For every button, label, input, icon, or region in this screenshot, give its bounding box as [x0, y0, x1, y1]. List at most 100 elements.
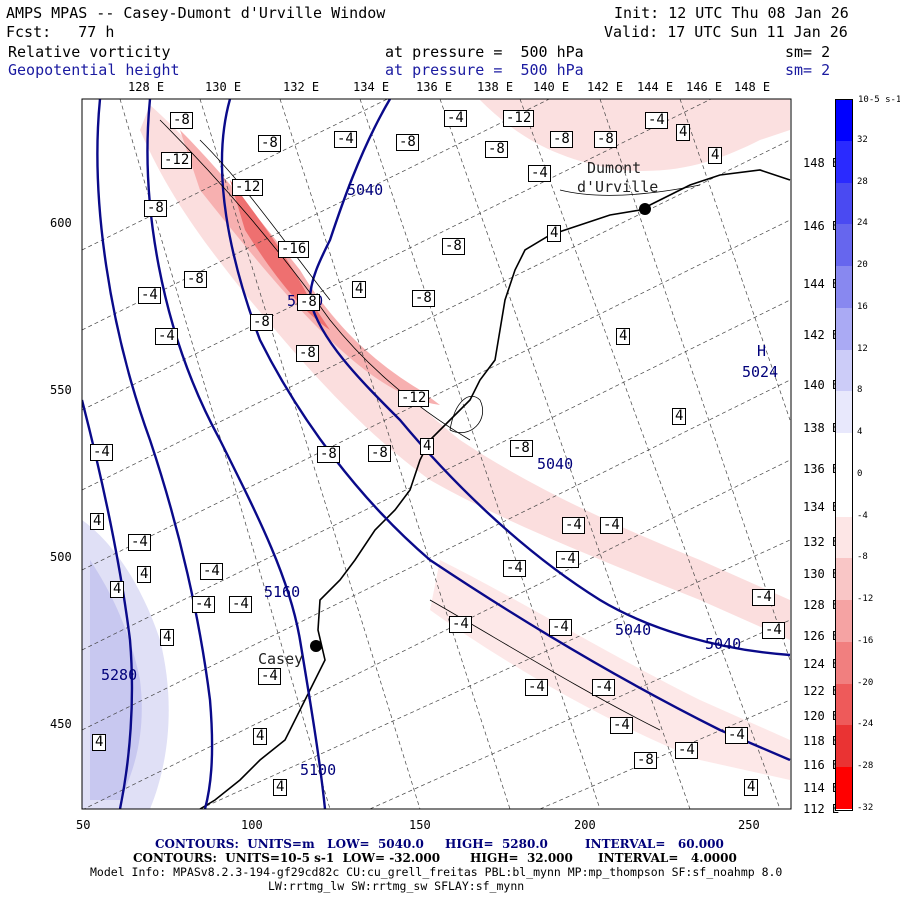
vorticity-label: -8 [634, 752, 657, 769]
right-latitude-label: 132 E [803, 535, 840, 549]
vorticity-label: -4 [155, 328, 178, 345]
vorticity-label: 4 [92, 734, 107, 751]
right-latitude-label: 136 E [803, 462, 840, 476]
colorbar-segment [836, 182, 852, 225]
vorticity-label: 4 [253, 728, 268, 745]
colorbar-tick-label: 8 [857, 385, 863, 396]
colorbar-frame [835, 99, 853, 811]
vorticity-label: -4 [200, 563, 223, 580]
vorticity-label: -4 [645, 112, 668, 129]
colorbar-tick-label: -4 [857, 510, 868, 521]
right-latitude-label: 114 E [803, 781, 840, 795]
vorticity-label: -4 [525, 679, 548, 696]
right-latitude-label: 126 E [803, 629, 840, 643]
top-longitude-label: 136 E [416, 80, 453, 94]
right-latitude-label: 120 E [803, 709, 840, 723]
vorticity-label: -8 [412, 290, 435, 307]
station-dumont: Dumont [587, 159, 642, 177]
vorticity-label: -8 [170, 112, 193, 129]
bottom-axis-label: 200 [574, 818, 596, 832]
height-label: 5040 [615, 621, 652, 639]
bottom-axis-label: 250 [738, 818, 760, 832]
vorticity-label: 4 [420, 438, 435, 455]
height-label: 5280 [101, 666, 138, 684]
right-latitude-label: 112 E [803, 802, 840, 816]
station-durville: d'Urville [577, 178, 659, 196]
right-latitude-label: 128 E [803, 598, 840, 612]
top-longitude-label: 140 E [533, 80, 570, 94]
right-latitude-label: 118 E [803, 734, 840, 748]
top-longitude-label: 148 E [734, 80, 771, 94]
vorticity-label: -4 [334, 131, 357, 148]
left-axis-label: 500 [50, 550, 72, 564]
init-time: Init: 12 UTC Thu 08 Jan 26 [614, 4, 849, 22]
forecast-hour: Fcst: 77 h [6, 23, 115, 41]
vorticity-label: 4 [672, 408, 687, 425]
right-latitude-label: 146 E [803, 219, 840, 233]
footer-height-high: HIGH= 5280.0 [445, 837, 548, 851]
right-latitude-label: 142 E [803, 328, 840, 342]
vorticity-label: -8 [184, 271, 207, 288]
colorbar-tick-label: -8 [857, 552, 868, 563]
colorbar-segment [836, 641, 852, 685]
vorticity-label: 4 [676, 124, 691, 141]
colorbar-segment [836, 266, 852, 309]
colorbar-segment [836, 516, 852, 559]
colorbar-segment [836, 767, 852, 810]
colorbar-tick-label: 16 [857, 301, 868, 312]
vorticity-core-shading [180, 130, 440, 405]
vorticity-label: -12 [503, 110, 535, 127]
colorbar-segment [836, 433, 852, 476]
colorbar-segment [836, 474, 852, 518]
station-casey: Casey [258, 650, 304, 668]
vorticity-label: -4 [556, 551, 579, 568]
vorticity-label: -8 [510, 440, 533, 457]
colorbar-segment [836, 349, 852, 392]
height-contour-5280 [82, 399, 134, 809]
top-longitude-label: 146 E [686, 80, 723, 94]
vorticity-label: -4 [592, 679, 615, 696]
colorbar-segment [836, 99, 852, 142]
coastline [199, 169, 791, 809]
footer-vort-contours: CONTOURS: UNITS=10-5 s-1 LOW= -32.000 [133, 851, 441, 865]
right-latitude-label: 124 E [803, 657, 840, 671]
map-title: AMPS MPAS -- Casey-Dumont d'Urville Wind… [6, 4, 386, 22]
vorticity-label: 4 [137, 566, 152, 583]
vorticity-label: -4 [444, 110, 467, 127]
height-contour-5160 [146, 99, 327, 809]
top-longitude-label: 128 E [128, 80, 165, 94]
right-latitude-label: 148 E [803, 156, 840, 170]
right-latitude-label: 140 E [803, 378, 840, 392]
height-label: 5040 [537, 455, 574, 473]
colorbar-segment [836, 558, 852, 601]
vorticity-label: -8 [550, 131, 573, 148]
colorbar-segment [836, 224, 852, 267]
vorticity-label: -4 [725, 727, 748, 744]
colorbar-segment [836, 307, 852, 351]
vorticity-label: 4 [547, 225, 562, 242]
vorticity-label: -4 [675, 742, 698, 759]
vorticity-label: -4 [762, 622, 785, 639]
vorticity-label: -4 [600, 517, 623, 534]
field1-name: Relative vorticity [8, 43, 171, 61]
height-contour-5100 [220, 99, 791, 762]
left-axis-label: 550 [50, 383, 72, 397]
colorbar-tick-label: -20 [857, 677, 874, 688]
field1-level: at pressure = 500 hPa [385, 43, 584, 61]
vorticity-label: -8 [144, 200, 167, 217]
vorticity-label: -4 [549, 619, 572, 636]
vorticity-label: -4 [229, 596, 252, 613]
vorticity-label: 4 [110, 581, 125, 598]
height-contour-5040-north [308, 99, 791, 657]
colorbar-tick-label: -16 [857, 635, 874, 646]
colorbar-tick-label: -32 [857, 803, 874, 813]
top-longitude-label: 132 E [283, 80, 320, 94]
left-axis-label: 600 [50, 216, 72, 230]
height-label: 5100 [300, 761, 337, 779]
vorticity-label: -4 [449, 616, 472, 633]
bottom-axis-label: 50 [76, 818, 91, 832]
height-contour-5220 [96, 99, 214, 809]
colorbar-tick-label: 0 [857, 468, 863, 479]
vorticity-label: -4 [610, 717, 633, 734]
